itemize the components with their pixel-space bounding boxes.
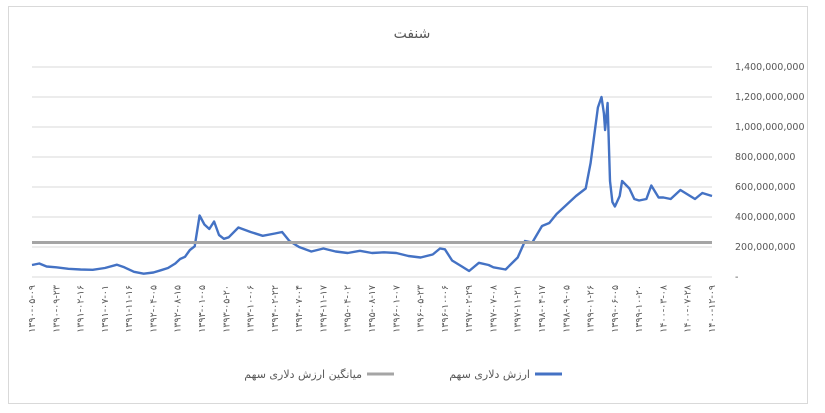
chart-area [8,6,808,404]
y-tick-label: 1,200,000,000 [735,92,805,103]
x-tick-label: ۱۴۰۰-۱۲-۰۹ [707,285,718,333]
x-tick-label: ۱۳۹۷-۰۲-۲۹ [464,285,475,333]
x-tick-label: ۱۳۹۰-۰۵-۰۹ [27,285,38,333]
x-tick-label: ۱۴۰۰-۰۳-۰۸ [658,285,669,333]
x-tick-label: ۱۳۹۹-۰۱-۲۶ [586,285,597,333]
x-tick-label: ۱۳۹۶-۰۵-۲۳ [416,285,427,333]
x-tick-label: ۱۳۹۱-۰۲-۱۶ [76,285,87,333]
y-tick-label: 1,400,000,000 [735,62,805,73]
y-tick-label: 600,000,000 [735,182,795,193]
legend-label-series-0: ارزش دلاری سهم [449,368,530,381]
x-tick-label: ۱۳۹۹-۰۶-۰۵ [610,285,621,333]
legend: ارزش دلاری سهم میانگین ارزش دلاری سهم [244,368,562,381]
y-axis: - 200,000,000 400,000,000 600,000,000 800,00… [735,62,805,283]
legend-label-series-1: میانگین ارزش دلاری سهم [244,368,362,381]
grid-lines [32,66,712,278]
x-tick-label: ۱۳۹۱-۰۷-۰۱ [100,285,111,333]
y-tick-label: - [735,272,738,283]
y-tick-label: 400,000,000 [735,212,795,223]
x-tick-label: ۱۳۹۳-۰۵-۲۰ [221,285,232,333]
x-tick-label: ۱۳۹۵-۰۸-۱۷ [367,285,378,333]
y-tick-label: 1,000,000,000 [735,122,805,133]
x-tick-label: ۱۳۹۸-۰۹-۰۵ [561,285,572,333]
y-tick-label: 800,000,000 [735,152,795,163]
x-tick-label: ۱۳۹۸-۰۴-۱۷ [537,285,548,333]
x-tick-label: ۱۳۹۶-۱۰-۰۶ [440,285,451,333]
x-tick-label: ۱۳۹۳-۱۰-۰۶ [246,285,257,333]
x-tick-label: ۱۳۹۷-۰۷-۰۸ [488,285,499,333]
chart-title: شنفت [394,26,431,42]
x-tick-label: ۱۳۹۶-۰۱-۰۷ [391,285,402,333]
series-group [31,95,713,275]
series-line-stock-dollar-value [31,95,713,275]
x-tick-label: ۱۴۰۰-۰۷-۲۸ [683,285,694,333]
x-tick-label: ۱۳۹۱-۱۱-۱۶ [124,285,135,333]
x-axis: ۱۳۹۰-۰۵-۰۹ ۱۳۹۰-۰۹-۲۳ ۱۳۹۱-۰۲-۱۶ ۱۳۹۱-۰۷-۰۱… [27,285,718,333]
x-tick-label: ۱۳۹۴-۱۱-۱۷ [318,285,329,333]
x-tick-label: ۱۳۹۴-۰۷-۰۴ [294,285,305,333]
x-tick-label: ۱۳۹۲-۰۸-۱۵ [173,285,184,333]
x-tick-label: ۱۳۹۴-۰۲-۲۲ [270,285,281,333]
x-tick-label: ۱۳۹۹-۱۰-۲۰ [634,285,645,333]
y-tick-label: 200,000,000 [735,242,795,253]
x-tick-label: ۱۳۹۰-۰۹-۲۳ [51,285,62,333]
x-tick-label: ۱۳۹۷-۱۱-۲۱ [513,285,524,333]
x-tick-label: ۱۳۹۲-۰۴-۰۵ [148,285,159,333]
x-tick-label: ۱۳۹۵-۰۴-۰۲ [343,285,354,333]
x-tick-label: ۱۳۹۳-۰۱-۰۵ [197,285,208,333]
